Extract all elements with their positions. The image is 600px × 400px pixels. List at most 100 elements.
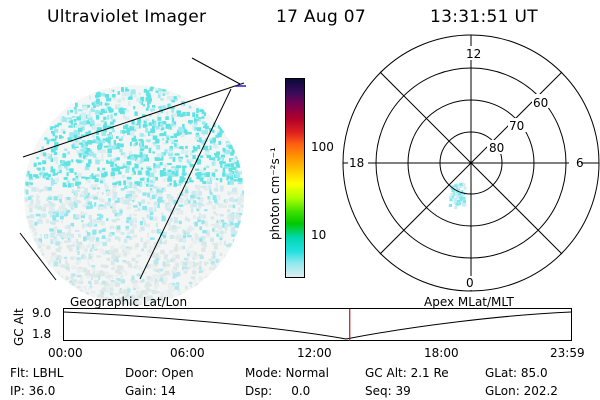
emission-pixel	[146, 254, 151, 257]
emission-pixel	[145, 183, 150, 187]
emission-pixel	[134, 262, 138, 267]
emission-pixel	[198, 204, 201, 208]
colorbar	[285, 78, 305, 278]
emission-pixel	[237, 198, 241, 202]
emission-pixel	[216, 233, 219, 237]
emission-pixel	[155, 87, 158, 91]
emission-pixel	[193, 251, 197, 257]
emission-pixel	[197, 160, 201, 165]
emission-pixel	[165, 123, 169, 129]
timeline-ytick-top: 9.0	[32, 306, 52, 320]
emission-pixel	[133, 94, 137, 98]
emission-pixel	[169, 182, 172, 186]
emission-pixel	[142, 192, 147, 196]
emission-pixel	[94, 130, 97, 134]
emission-pixel	[168, 175, 172, 179]
emission-pixel	[89, 248, 93, 253]
emission-pixel	[197, 154, 200, 157]
emission-pixel	[75, 200, 81, 204]
emission-pixel	[210, 261, 215, 265]
emission-pixel	[173, 217, 178, 220]
emission-pixel	[168, 148, 173, 154]
emission-pixel	[77, 124, 82, 128]
emission-pixel	[150, 296, 154, 300]
emission-pixel	[114, 251, 118, 255]
emission-pixel	[241, 198, 244, 202]
timeline-ylabel: GC Alt	[12, 308, 26, 346]
emission-pixel	[131, 275, 135, 281]
emission-pixel	[130, 278, 136, 282]
emission-pixel	[61, 128, 66, 133]
emission-pixel	[102, 178, 106, 183]
emission-pixel	[192, 215, 196, 219]
emission-pixel	[80, 148, 85, 152]
emission-pixel	[155, 222, 158, 228]
emission-pixel	[56, 233, 58, 237]
emission-pixel	[106, 290, 112, 293]
emission-pixel	[126, 206, 132, 210]
emission-pixel	[242, 204, 244, 208]
emission-pixel	[143, 298, 148, 303]
emission-pixel	[219, 214, 224, 217]
emission-pixel	[78, 266, 83, 270]
emission-pixel	[170, 146, 173, 149]
emission-pixel	[201, 247, 206, 252]
emission-pixel	[192, 270, 197, 275]
emission-pixel	[130, 155, 136, 160]
emission-pixel	[153, 163, 156, 168]
emission-pixel	[125, 195, 128, 199]
emission-pixel	[74, 172, 77, 176]
emission-pixel	[29, 182, 33, 185]
emission-pixel	[192, 256, 196, 260]
emission-pixel	[169, 106, 175, 109]
emission-pixel	[110, 280, 116, 283]
emission-pixel	[86, 275, 90, 279]
emission-pixel	[156, 282, 160, 287]
emission-pixel	[211, 172, 216, 177]
emission-pixel	[87, 104, 90, 108]
emission-pixel	[70, 256, 75, 260]
emission-pixel	[105, 287, 109, 291]
emission-pixel	[164, 239, 167, 244]
emission-pixel	[137, 118, 141, 123]
emission-pixel	[74, 142, 80, 147]
emission-pixel	[165, 116, 169, 120]
emission-pixel	[158, 88, 162, 92]
emission-pixel	[69, 238, 72, 243]
emission-pixel	[195, 132, 200, 136]
emission-pixel	[177, 193, 182, 197]
timeline-xtick-2: 12:00	[297, 346, 332, 360]
emission-pixel	[49, 126, 53, 131]
emission-pixel	[57, 229, 62, 233]
emission-pixel	[135, 141, 138, 146]
emission-pixel	[214, 169, 218, 172]
emission-pixel	[192, 190, 197, 196]
emission-pixel	[79, 114, 82, 118]
emission-pixel	[114, 236, 119, 240]
emission-pixel	[51, 126, 57, 129]
emission-pixel	[71, 182, 75, 188]
gain-value: Gain: 14	[125, 384, 176, 398]
emission-pixel	[156, 153, 162, 159]
mlat-label-60: 60	[533, 96, 549, 110]
emission-pixel	[91, 134, 96, 138]
emission-pixel	[188, 262, 192, 266]
emission-pixel	[97, 167, 100, 171]
emission-pixel	[172, 225, 177, 229]
emission-pixel	[50, 203, 56, 207]
emission-pixel	[110, 232, 115, 236]
emission-pixel	[231, 217, 234, 222]
emission-pixel	[135, 292, 141, 296]
emission-pixel	[128, 153, 132, 159]
emission-pixel	[102, 109, 106, 114]
emission-pixel	[142, 124, 146, 128]
emission-pixel	[75, 175, 79, 178]
emission-pixel	[92, 153, 97, 158]
emission-pixel	[203, 214, 206, 219]
emission-pixel	[97, 145, 102, 150]
emission-pixel	[122, 260, 127, 263]
emission-pixel	[70, 109, 73, 113]
emission-pixel	[196, 216, 199, 219]
emission-pixel	[136, 159, 141, 164]
emission-pixel	[58, 164, 61, 169]
